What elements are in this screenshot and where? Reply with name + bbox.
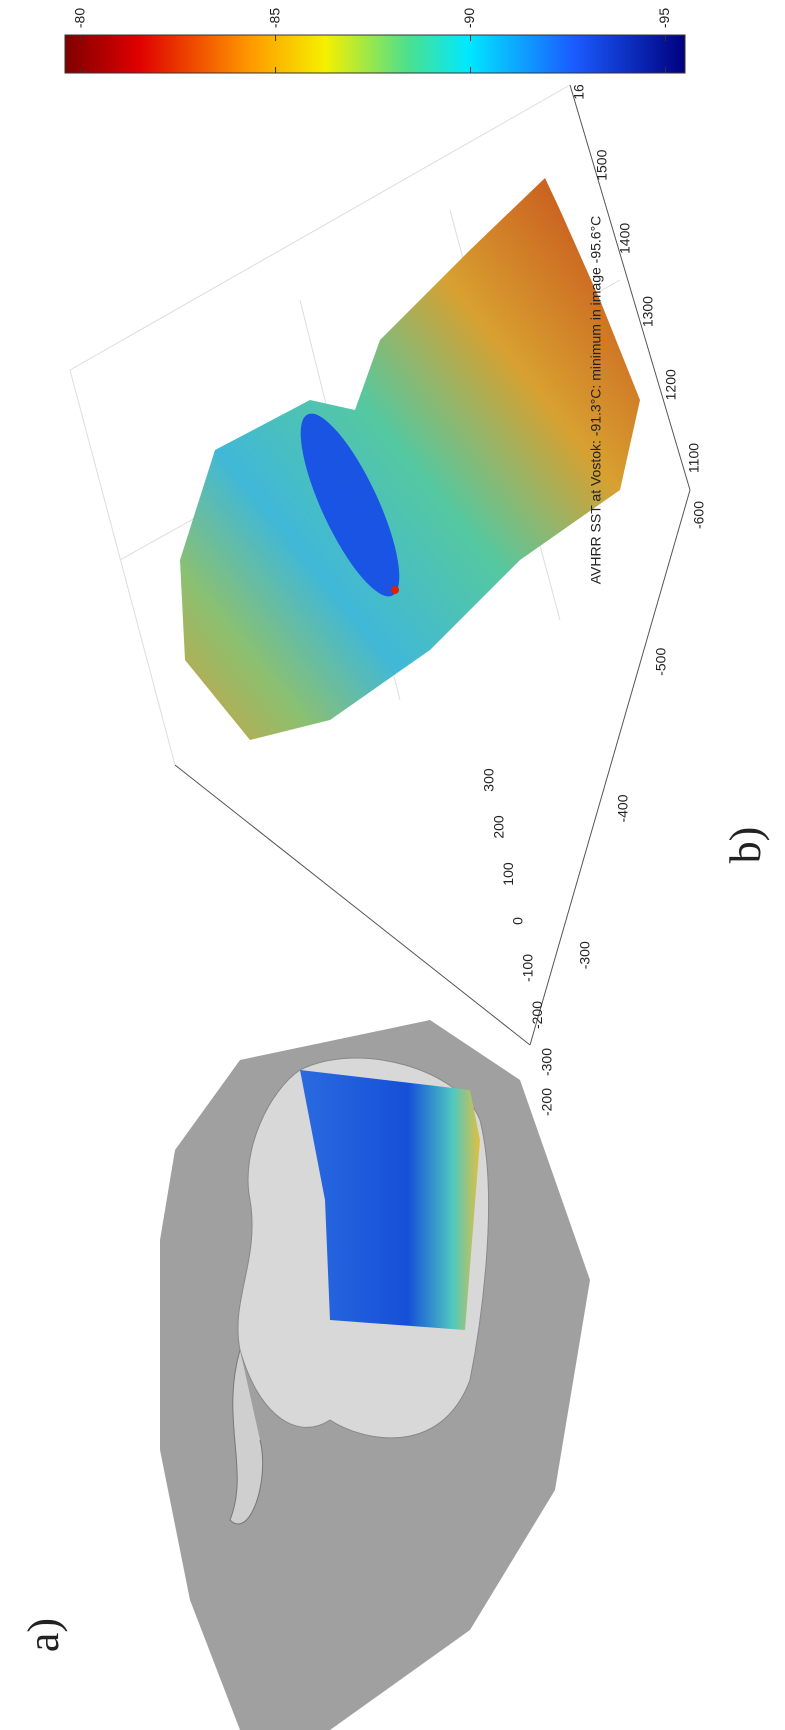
chart-title: AVHRR SST at Vostok: -91.3°C: minimum in… [588, 216, 604, 585]
tick-label: -600 [691, 501, 707, 529]
tick-label: 200 [490, 815, 506, 839]
tick-label: -300 [577, 941, 593, 969]
colorbar [65, 35, 685, 73]
tick-label: -200 [539, 1088, 555, 1116]
tick-label: 100 [500, 862, 516, 886]
surface [180, 178, 640, 740]
tick-label: 0 [510, 917, 526, 925]
tick-label: -100 [519, 954, 535, 982]
tick-label: -500 [653, 648, 669, 676]
tick-label: 1200 [663, 369, 679, 400]
tick-label: -80 [71, 8, 87, 28]
tick-label: -85 [266, 8, 282, 28]
tick-label: -90 [461, 8, 477, 28]
tick-label: 1300 [640, 296, 656, 327]
tick-label: -300 [539, 1048, 555, 1076]
map [160, 1020, 590, 1730]
tick-label: -400 [615, 794, 631, 822]
tick-label: 1100 [686, 443, 702, 473]
tick-label: 16 [571, 84, 587, 100]
figure: a) b) AVHRR SST at Vostok: -91.3°C: mini… [0, 0, 785, 1730]
tick-label: -95 [656, 8, 672, 28]
tick-label: 300 [481, 768, 497, 792]
tick-label: 1500 [594, 149, 610, 180]
tick-label: -200 [529, 1001, 545, 1029]
panel-label: a) [19, 1618, 68, 1652]
tick-label: 1400 [617, 223, 633, 254]
panel-label: b) [721, 827, 770, 864]
